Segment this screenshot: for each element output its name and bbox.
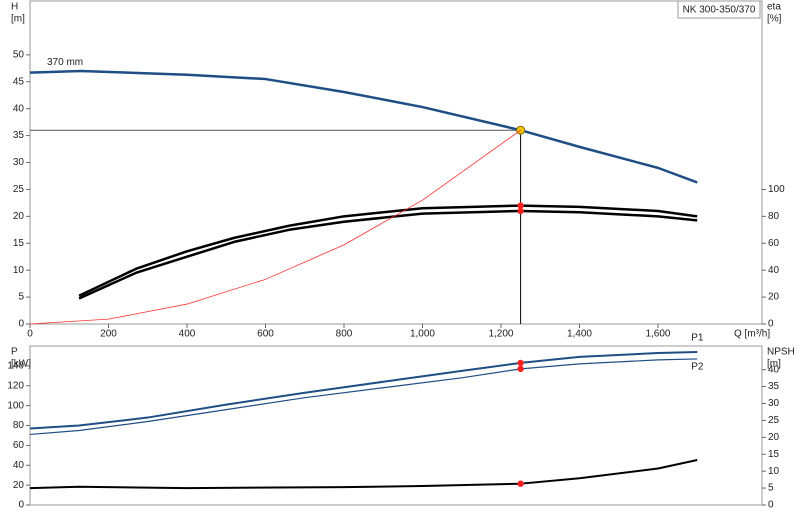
y-tick-label: 20	[13, 211, 25, 222]
y2-tick-label: 15	[768, 449, 780, 460]
y2-tick-label: 20	[768, 432, 780, 443]
y-axis-title: [m]	[11, 14, 25, 25]
y-tick-label: 50	[13, 49, 25, 60]
y-tick-label: 0	[18, 500, 24, 511]
y-tick-label: 40	[13, 460, 25, 471]
curve	[78, 204, 698, 297]
x-tick-label: 1,000	[410, 329, 435, 340]
y-axis-title: [kW]	[11, 359, 31, 370]
y2-tick-label: 10	[768, 466, 780, 477]
y2-tick-label: 40	[768, 364, 780, 375]
y-tick-label: 5	[18, 292, 24, 303]
y2-tick-label: 25	[768, 415, 780, 426]
y2-axis-title: eta	[767, 2, 781, 13]
operating-point	[517, 202, 524, 209]
plot-frame	[29, 345, 763, 506]
y-tick-label: 120	[7, 380, 24, 391]
y2-tick-label: 35	[768, 381, 780, 392]
y-tick-label: 30	[13, 157, 25, 168]
y-tick-label: 140	[7, 361, 24, 372]
y2-tick-label: 5	[768, 483, 774, 494]
operating-point	[517, 207, 524, 215]
y-tick-label: 20	[13, 480, 25, 491]
y2-tick-label: 0	[768, 319, 774, 330]
y2-axis-title: NPSH	[767, 347, 795, 358]
legend-box	[677, 0, 761, 19]
y2-tick-label: 60	[768, 238, 780, 249]
y2-tick-label: 0	[768, 500, 774, 511]
y-tick-label: 25	[13, 184, 25, 195]
y-tick-label: 40	[13, 103, 25, 114]
y2-tick-label: 20	[768, 292, 780, 303]
curve	[29, 69, 698, 184]
curve	[29, 358, 698, 436]
y-tick-label: 100	[7, 400, 24, 411]
series-label: P2	[691, 362, 704, 373]
y-tick-label: 80	[13, 420, 25, 431]
curve	[78, 209, 698, 300]
x-tick-label: 0	[27, 329, 33, 340]
y-axis-title: P	[11, 347, 18, 358]
x-tick-label: 800	[336, 329, 353, 340]
y2-tick-label: 80	[768, 211, 780, 222]
operating-point	[517, 480, 524, 487]
y-axis-title: H	[11, 2, 18, 13]
y2-axis-title: [m]	[767, 359, 781, 370]
curve	[29, 459, 698, 490]
x-tick-label: 1,200	[488, 329, 513, 340]
x-axis-title: Q [m³/h]	[734, 329, 770, 340]
series-label: 370 mm	[47, 57, 83, 68]
y2-tick-label: 30	[768, 398, 780, 409]
y-tick-label: 45	[13, 76, 25, 87]
legend-title: NK 300-350/370	[683, 5, 756, 16]
curve	[29, 129, 521, 325]
x-tick-label: 200	[100, 329, 117, 340]
y-tick-label: 35	[13, 130, 25, 141]
operating-point	[517, 359, 524, 367]
x-tick-label: 400	[179, 329, 196, 340]
x-tick-label: 600	[257, 329, 274, 340]
y-tick-label: 0	[18, 319, 24, 330]
y-tick-label: 60	[13, 440, 25, 451]
x-tick-label: 1,400	[567, 329, 592, 340]
y-tick-label: 10	[13, 265, 25, 276]
x-tick-label: 1,600	[645, 329, 670, 340]
y2-tick-label: 40	[768, 265, 780, 276]
plot-frame	[29, 0, 763, 325]
curve	[29, 350, 698, 430]
y2-tick-label: 100	[768, 184, 785, 195]
y-tick-label: 15	[13, 238, 25, 249]
operating-point	[517, 365, 524, 373]
series-label: P1	[691, 333, 704, 344]
y2-axis-title: [%]	[767, 14, 782, 25]
